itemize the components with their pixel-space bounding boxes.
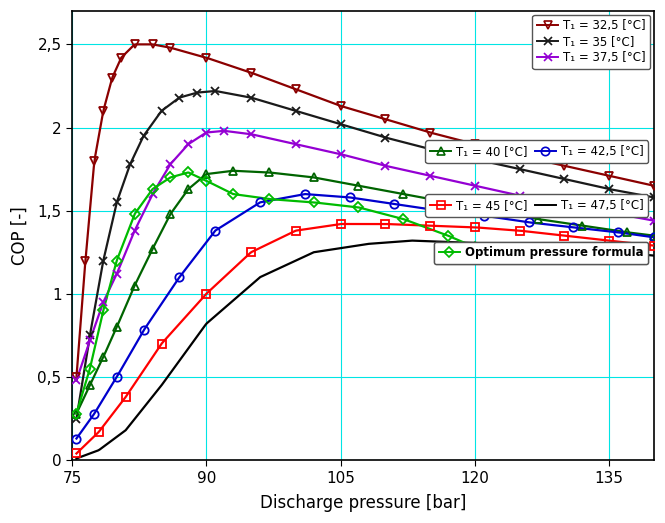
Y-axis label: COP [-]: COP [-] — [11, 206, 29, 265]
Legend: Optimum pressure formula: Optimum pressure formula — [434, 242, 648, 264]
X-axis label: Discharge pressure [bar]: Discharge pressure [bar] — [260, 494, 466, 512]
